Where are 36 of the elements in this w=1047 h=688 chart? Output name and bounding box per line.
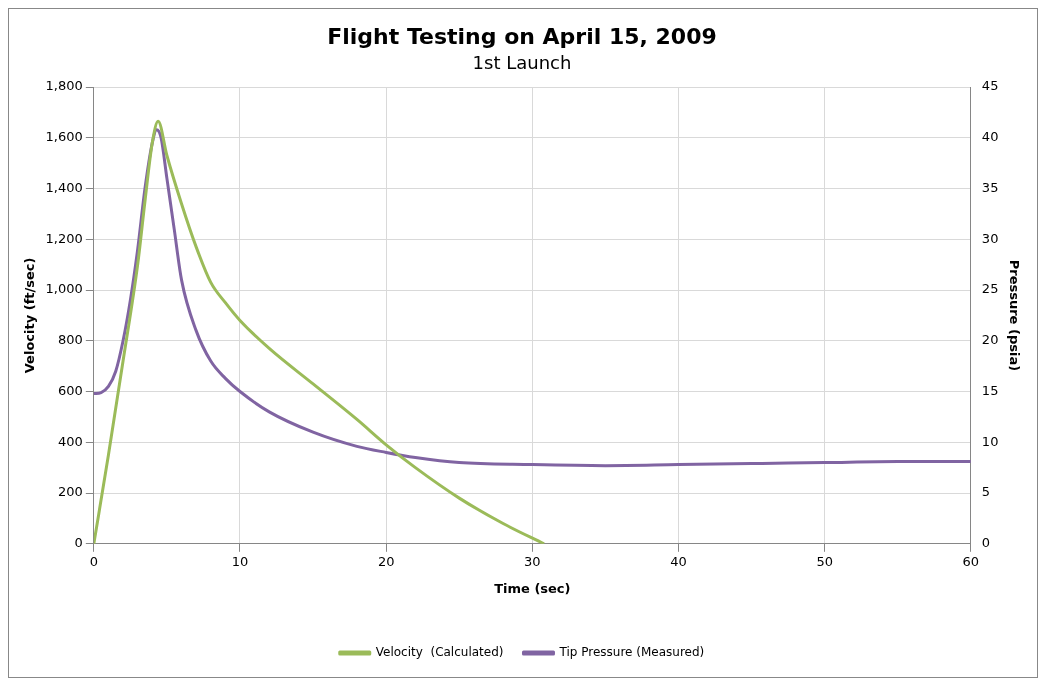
x-tick-label: 40 [670,553,687,569]
x-axis-title: Time (sec) [494,580,571,596]
legend-label: Tip Pressure (Measured) [558,645,705,660]
y-tick-label: 600 [57,382,83,398]
x-tick-label: 20 [377,553,395,569]
x-tick-label: 50 [816,553,833,569]
y-tick-label: 1,600 [45,129,83,145]
x-tick-label: 0 [89,553,98,569]
y-tick-label: 400 [57,433,83,449]
y2-tick-label: 5 [981,484,991,500]
y-tick-label: 1,800 [45,78,83,94]
y-tick-label: 1,000 [45,281,83,297]
line-series [93,128,971,468]
line-series [93,119,546,544]
y-tick-label: 1,200 [45,230,83,246]
y2-tick-label: 40 [981,129,999,145]
chart-title: Flight Testing on April 15, 2009 [327,23,717,49]
x-tick-label: 60 [962,553,980,569]
chart-subtitle: 1st Launch [472,51,572,73]
y2-axis-title: Pressure (psia) [1006,259,1022,372]
y-tick-label: 800 [57,332,83,348]
x-tick-label: 10 [231,553,249,569]
y-tick-label: 1,400 [45,179,83,195]
y2-tick-label: 0 [981,535,991,551]
y2-tick-label: 25 [981,281,999,297]
x-tick-label: 30 [524,553,541,569]
y2-tick-label: 35 [981,179,999,195]
y2-tick-label: 20 [981,332,999,348]
y2-tick-label: 45 [981,78,999,94]
legend-label: Velocity (Calculated) [375,645,504,660]
y-tick-label: 200 [57,484,83,500]
y-axis-title: Velocity (ft/sec) [22,257,38,374]
y2-tick-label: 30 [981,230,999,246]
y2-tick-label: 15 [981,382,999,398]
y2-tick-label: 10 [981,433,999,449]
y-tick-label: 0 [74,535,83,551]
